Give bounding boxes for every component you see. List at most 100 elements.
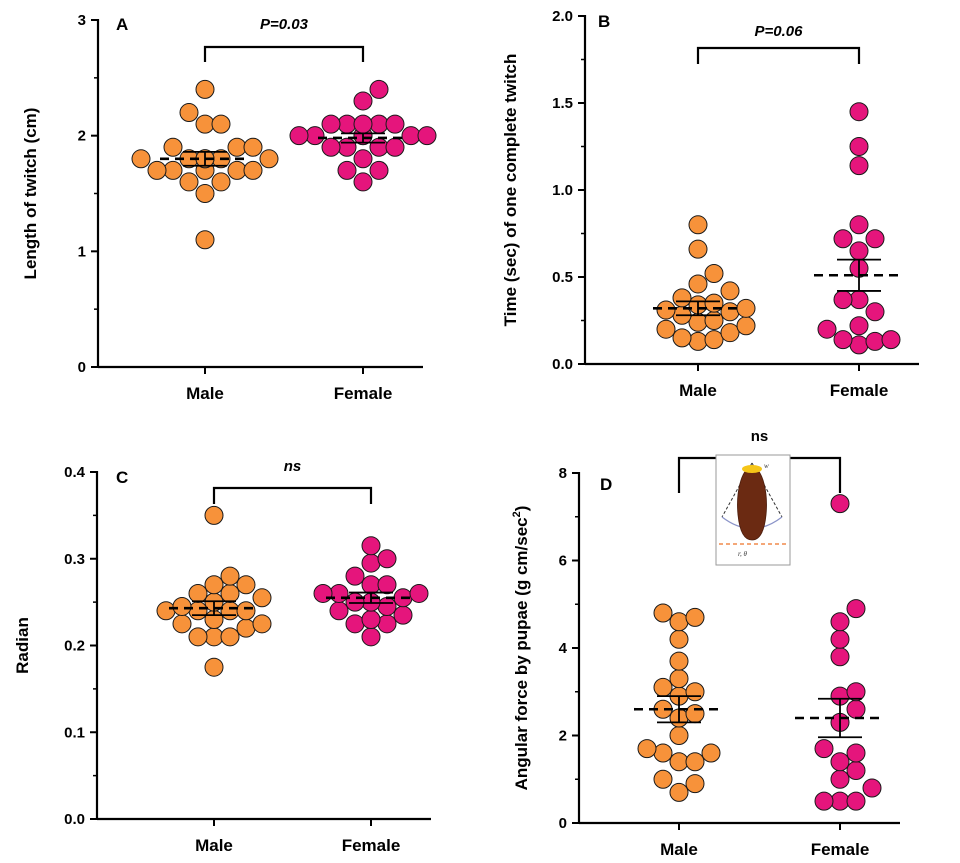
data-point-male [720, 323, 740, 343]
data-point-male [704, 311, 724, 330]
chart-panel-c: 0.0 0.1 0.2 0.3 0.4 Male Female Radian Cns [13, 458, 431, 855]
data-point-male [672, 288, 692, 308]
data-point-male [172, 614, 192, 634]
significance-bracket [203, 45, 365, 62]
data-point-female [849, 156, 869, 176]
panel-letter: B [598, 12, 610, 31]
data-point-male [188, 627, 208, 647]
data-point-female [846, 761, 866, 780]
data-point-male [669, 782, 689, 802]
data-point-male [685, 752, 705, 772]
data-point-male [163, 137, 183, 157]
pupa-inset-illustration: w r, θ [715, 454, 791, 566]
data-point-male [243, 137, 263, 157]
panel-letter: A [116, 15, 128, 34]
data-point-female [817, 319, 837, 339]
data-point-female [865, 229, 885, 249]
data-point-female [369, 137, 389, 157]
data-point-female [849, 215, 869, 235]
panel-letter: D [600, 475, 612, 494]
data-point-female [865, 302, 885, 322]
data-point-male [147, 160, 167, 180]
data-point-male [653, 677, 673, 697]
data-point-female [830, 791, 850, 811]
data-point-male [736, 298, 756, 318]
data-point-female [361, 575, 381, 595]
y-tick-label: 2.0 [552, 8, 573, 25]
data-point-female [830, 612, 850, 632]
data-point-male [688, 274, 708, 294]
data-point-female [361, 609, 381, 629]
data-point-male [220, 601, 240, 621]
panel-letter: C [116, 468, 128, 487]
data-point-male [669, 752, 689, 772]
data-point-male [669, 726, 689, 745]
data-point-male [669, 669, 689, 689]
data-point-female [814, 791, 834, 811]
data-point-female [337, 160, 357, 180]
x-tick-label-female: Female [830, 381, 889, 400]
data-point-female [377, 575, 397, 595]
data-point-female [830, 629, 850, 649]
data-point-male [195, 184, 215, 203]
data-point-male [252, 588, 272, 608]
data-point-male [236, 575, 256, 595]
data-point-male [227, 137, 247, 157]
data-point-male [656, 300, 676, 320]
data-point-female [321, 114, 341, 134]
data-point-male [685, 704, 705, 724]
data-point-male [685, 682, 705, 702]
data-point-male [163, 160, 183, 180]
data-point-male [236, 618, 256, 638]
data-point-female [369, 114, 389, 134]
data-point-male [736, 316, 756, 336]
data-point-male [211, 114, 231, 134]
x-tick-label-male: Male [186, 384, 224, 403]
data-point-female [377, 549, 397, 569]
x-tick-label-female: Female [811, 840, 870, 859]
data-point-female [329, 583, 349, 603]
data-point-female [849, 102, 869, 122]
data-point-male [179, 103, 199, 123]
inset-pupa-body [737, 465, 767, 541]
y-tick-label: 0.4 [64, 464, 86, 481]
data-point-female [337, 137, 357, 157]
x-tick-label-female: Female [342, 836, 401, 855]
y-tick-label: 0.0 [552, 356, 573, 373]
data-point-male [252, 614, 272, 634]
y-axis-label: Angular force by pupae (g cm/sec2) [511, 506, 531, 791]
x-tick-label-male: Male [679, 381, 717, 400]
y-tick-label: 0 [78, 359, 86, 376]
chart-panel-b: 0.0 0.5 1.0 1.5 2.0 Male Female Time (sec) of o… [501, 8, 919, 400]
data-point-male [688, 215, 708, 235]
data-point-female [846, 791, 866, 811]
data-point-male [720, 302, 740, 322]
significance-label: P=0.03 [260, 16, 309, 33]
data-point-female [881, 330, 901, 350]
data-point-male [669, 651, 689, 671]
x-tick-label-female: Female [334, 384, 393, 403]
data-point-female [385, 114, 405, 134]
data-point-female [830, 769, 850, 789]
data-point-female [849, 137, 869, 156]
data-point-female [377, 614, 397, 634]
data-point-female [345, 566, 365, 586]
data-point-male [701, 743, 721, 763]
data-point-male [220, 583, 240, 603]
data-point-male [653, 743, 673, 763]
data-point-female [337, 114, 357, 134]
x-tick-label-male: Male [195, 836, 233, 855]
data-point-female [830, 494, 850, 514]
data-point-female [385, 137, 405, 157]
data-point-female [321, 137, 341, 157]
data-point-male [672, 328, 692, 348]
inset-label-w: w [764, 462, 769, 470]
data-point-female [289, 126, 309, 146]
data-point-female [409, 583, 429, 603]
data-point-female [849, 335, 869, 355]
data-point-male [220, 627, 240, 647]
data-point-female [377, 596, 397, 616]
y-tick-label: 4 [559, 640, 568, 657]
data-point-male [227, 160, 247, 180]
